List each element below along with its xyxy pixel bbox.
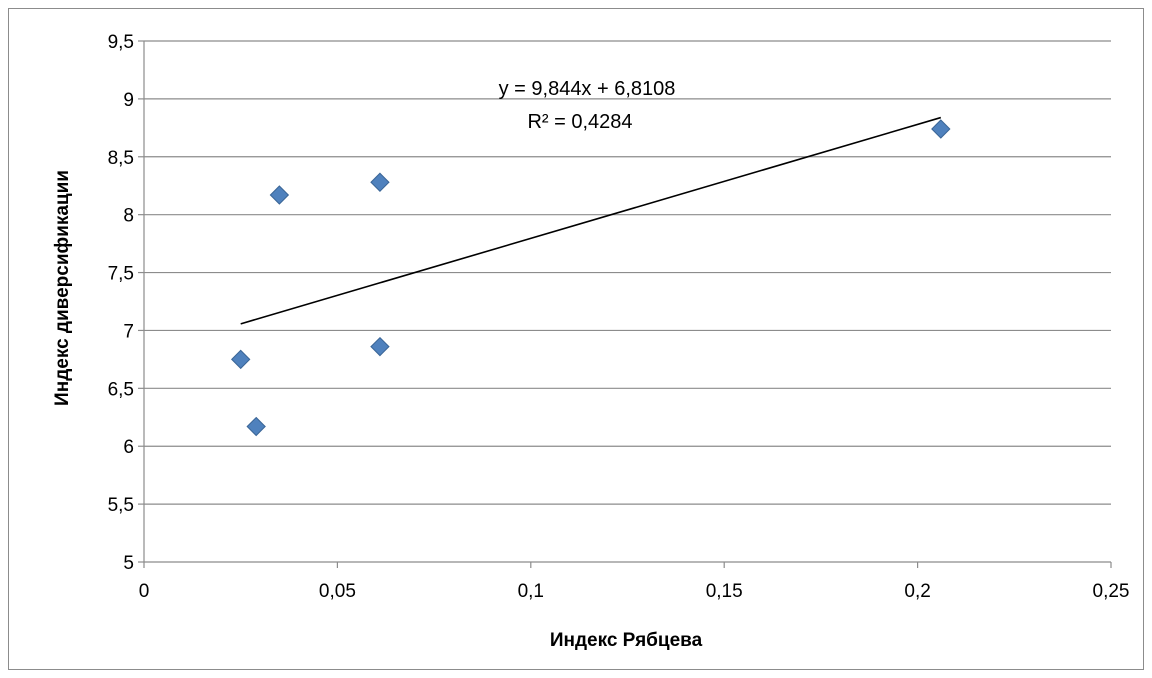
- x-tick-label: 0,1: [518, 581, 544, 602]
- y-tick-label: 8,5: [108, 148, 134, 169]
- data-point: [246, 416, 266, 437]
- x-tick-label: 0,25: [1093, 581, 1130, 602]
- x-tick-label: 0,15: [706, 581, 743, 602]
- trendline: [240, 116, 942, 325]
- y-tick-label: 7,5: [108, 264, 134, 285]
- y-tick-label: 6: [123, 437, 134, 458]
- data-point: [931, 119, 951, 139]
- data-points: [230, 119, 951, 437]
- x-tick-label: 0,05: [319, 581, 356, 602]
- gridlines: [144, 40, 1111, 505]
- x-axis-title: Индекс Рябцева: [550, 630, 703, 651]
- data-point: [230, 349, 251, 370]
- y-axis-title: Индекс диверсификации: [52, 170, 73, 406]
- data-point: [370, 172, 390, 192]
- axes: [138, 40, 1112, 568]
- data-point: [370, 336, 390, 357]
- trendline-r2: R² = 0,4284: [527, 111, 632, 133]
- x-tick-label: 0: [139, 581, 150, 602]
- chart-frame: [8, 8, 1144, 670]
- y-tick-label: 9: [123, 90, 134, 111]
- y-tick-label: 5: [123, 553, 134, 574]
- y-tick-label: 7: [123, 321, 134, 342]
- x-tick-label: 0,2: [904, 581, 930, 602]
- y-tick-label: 9,5: [108, 32, 134, 53]
- y-tick-label: 8: [123, 206, 134, 227]
- trendline-equation: y = 9,844x + 6,8108: [499, 78, 676, 100]
- trendline-group: [240, 116, 942, 325]
- y-tick-labels: 5 5,5 6 6,5 7 7,5 8 8,5 9 9,5: [108, 32, 134, 574]
- data-point: [269, 185, 290, 205]
- y-tick-label: 5,5: [108, 495, 134, 516]
- y-tick-label: 6,5: [108, 379, 134, 400]
- x-tick-labels: 0 0,05 0,1 0,15 0,2 0,25: [139, 581, 1130, 602]
